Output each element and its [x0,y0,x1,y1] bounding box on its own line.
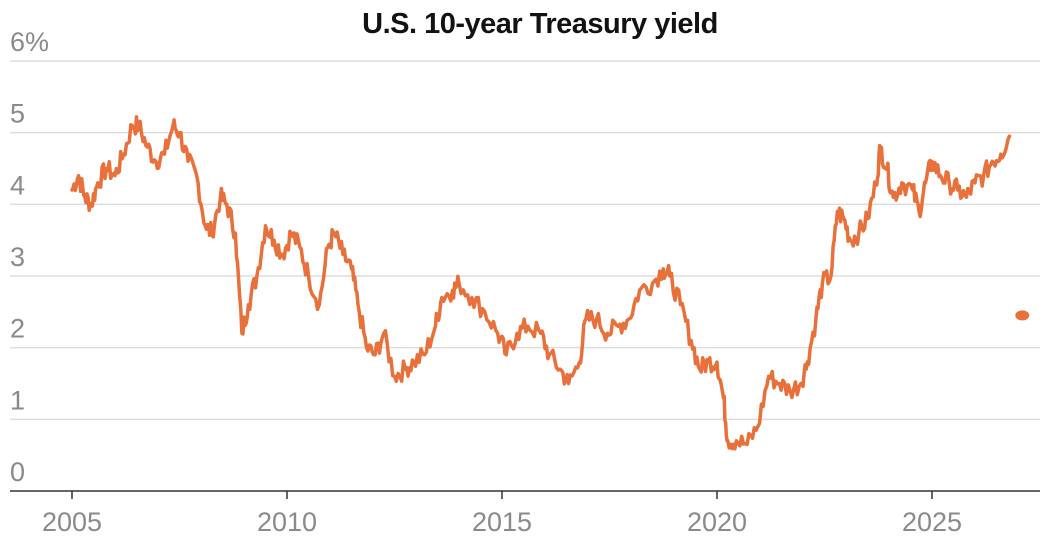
x-tick-label: 2020 [687,507,747,537]
gridlines [10,60,1040,421]
series-layer [70,115,1030,451]
x-tick-label: 2015 [472,507,532,537]
current-yield-dot [1015,310,1030,321]
x-axis-ticks: 2005 2010 2015 2020 2025 [42,491,962,537]
x-tick-label: 2005 [42,507,102,537]
y-tick-label: 6% [10,27,49,57]
y-tick-label: 4 [10,170,25,200]
y-tick-label: 1 [10,385,25,415]
chart-title: U.S. 10-year Treasury yield [362,8,718,40]
y-tick-label: 0 [10,457,25,487]
y-tick-label: 3 [10,242,25,272]
x-tick-label: 2010 [257,507,317,537]
yield-line [70,115,1012,451]
y-tick-label: 5 [10,99,25,129]
x-tick-label: 2025 [902,507,962,537]
y-tick-label: 2 [10,314,25,344]
y-axis-ticks: 0 1 2 3 4 5 6% [10,27,49,487]
